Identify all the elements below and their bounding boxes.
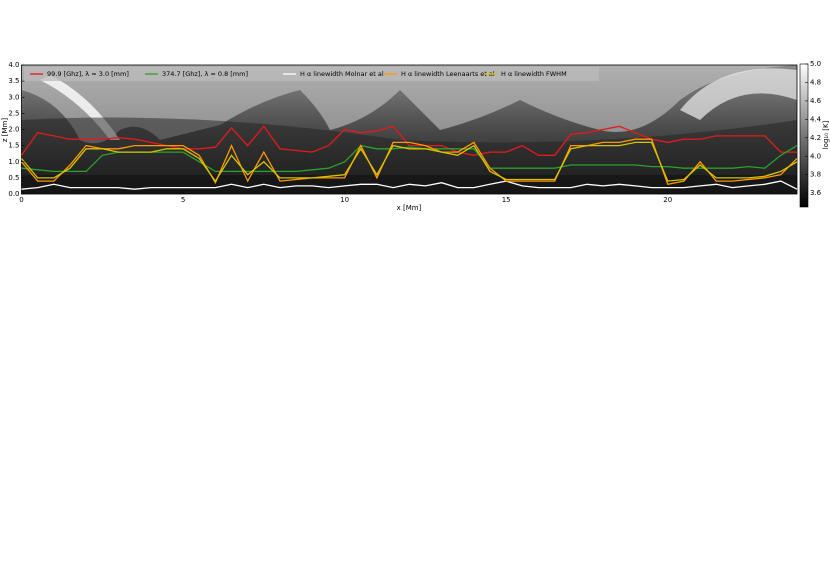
- y-tick-label: 3.0: [8, 93, 19, 101]
- colorbar-tick-label: 5.0: [810, 60, 821, 68]
- y-tick-label: 2.0: [8, 126, 19, 134]
- y-tick-label: 4.0: [8, 61, 19, 69]
- series-line: [20, 125, 797, 156]
- colorbar-tick-label: 3.8: [810, 171, 821, 179]
- temperature-field: [21, 65, 797, 194]
- y-tick-label: 2.5: [8, 109, 19, 117]
- colorbar-label: log₁₀ [K]: [822, 120, 830, 149]
- series-line: [21, 138, 798, 186]
- x-tick-label: 15: [502, 196, 511, 204]
- x-tick-label: 5: [181, 196, 185, 204]
- legend-label: H α linewidth Molnar et al: [300, 70, 384, 78]
- colorbar-tick-label: 4.6: [810, 97, 822, 105]
- colorbar-tick-label: 3.6: [810, 189, 822, 197]
- y-tick-label: 0.0: [8, 190, 19, 198]
- colorbar-tick-label: 4.2: [810, 134, 821, 142]
- colorbar-tick-label: 4.0: [810, 152, 821, 160]
- legend-label: 99.9 [Ghz], λ = 3.0 [mm]: [47, 70, 129, 78]
- x-axis-label: x [Mm]: [397, 204, 422, 212]
- x-tick-label: 20: [663, 196, 672, 204]
- y-tick-label: 1.0: [8, 158, 19, 166]
- legend-label: 374.7 [Ghz], λ = 0.8 [mm]: [162, 70, 248, 78]
- legend-box: [24, 67, 599, 81]
- colorbar-tick-label: 4.4: [810, 115, 822, 123]
- series-line: [21, 180, 798, 190]
- series-line: [21, 141, 798, 183]
- y-tick-label: 0.5: [8, 174, 19, 182]
- y-axis-label: z [Mm]: [1, 118, 9, 142]
- legend-label: H α linewidth FWHM: [501, 70, 567, 78]
- colorbar-tick-label: 4.8: [810, 78, 821, 86]
- legend-label: H α linewidth Leenaarts et al: [401, 70, 495, 78]
- x-tick-label: 0: [19, 196, 23, 204]
- colorbar: [799, 63, 809, 208]
- x-tick-label: 10: [340, 196, 349, 204]
- y-tick-label: 3.5: [8, 77, 19, 85]
- y-tick-label: 1.5: [8, 142, 19, 150]
